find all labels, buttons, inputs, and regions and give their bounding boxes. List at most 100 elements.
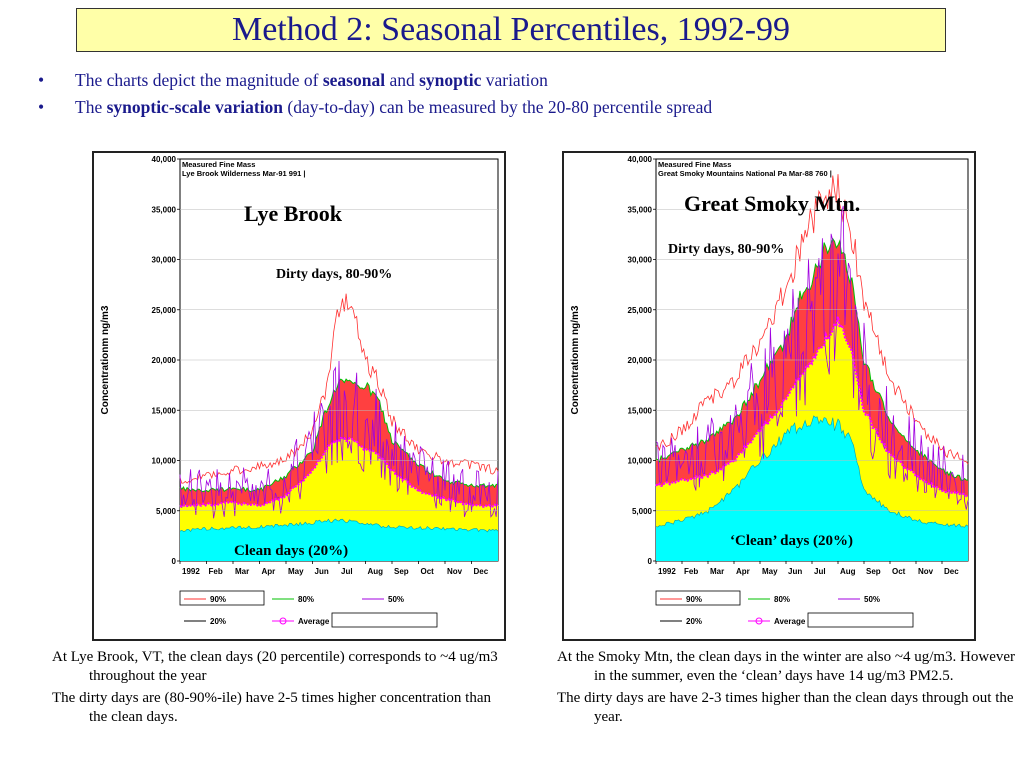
x-tick-label: Nov [918, 567, 934, 576]
y-tick-label: 0 [172, 557, 177, 566]
caption-right: At the Smoky Mtn, the clean days in the … [557, 648, 1017, 730]
x-tick-label: Jun [315, 567, 329, 576]
bullet-text: (day-to-day) can be measured by the 20-8… [283, 97, 713, 117]
clean-days-label: Clean days (20%) [234, 543, 348, 559]
chart-panel-right: 0 5,000 10,000 15,000 20,000 25,000 30,000 35,0… [562, 151, 976, 641]
y-tick-label: 40,000 [152, 155, 177, 164]
y-tick-label: 25,000 [628, 306, 653, 315]
y-tick-label: 5,000 [156, 507, 177, 516]
x-tick-label: Aug [840, 567, 856, 576]
legend-marker [279, 617, 287, 625]
bullet-text: The charts depict the magnitude of [75, 70, 323, 90]
chart-areas [655, 174, 969, 562]
x-tick-label: Mar [235, 567, 249, 576]
y-tick-label: 30,000 [628, 256, 653, 265]
y-tick-label: 20,000 [628, 356, 653, 365]
bullet-item: The synoptic-scale variation (day-to-day… [38, 94, 712, 121]
chart-header-line: Great Smoky Mountains National Pa Mar-88… [658, 169, 832, 178]
area-20 [180, 519, 498, 561]
x-tick-label: Dec [474, 567, 489, 576]
legend-label: 50% [388, 595, 404, 604]
dirty-days-label: Dirty days, 80-90% [668, 242, 784, 257]
y-tick-label: 15,000 [152, 406, 177, 415]
chart-header-line: Measured Fine Mass [658, 160, 731, 169]
caption-paragraph: At Lye Brook, VT, the clean days (20 per… [52, 649, 498, 684]
y-axis-label: Concentrationm ng/m3 [570, 305, 581, 414]
y-tick-label: 10,000 [152, 457, 177, 466]
chart-right: 0 5,000 10,000 15,000 20,000 25,000 30,000 35,0… [570, 155, 969, 628]
line-average [655, 316, 969, 498]
legend-label: 50% [864, 595, 880, 604]
legend-label: Average [298, 617, 330, 626]
legend-box [807, 612, 914, 628]
bullet-text: The [75, 97, 107, 117]
y-tick-label: 30,000 [152, 256, 177, 265]
caption-paragraph: The dirty days are have 2-3 times higher… [557, 690, 1014, 725]
bullet-text: variation [481, 70, 548, 90]
legend-label: 90% [686, 595, 702, 604]
y-tick-label: 20,000 [152, 356, 177, 365]
legend-box [179, 590, 265, 606]
x-tick-label: Apr [736, 567, 750, 576]
y-tick-label: 15,000 [628, 406, 653, 415]
y-tick-label: 40,000 [628, 155, 653, 164]
x-tick-label: Jun [788, 567, 802, 576]
slide-title: Method 2: Seasonal Percentiles, 1992-99 [231, 11, 791, 48]
line-20 [655, 415, 969, 528]
legend: 90% 80% 50% 20% Average [179, 590, 438, 628]
site-label: Lye Brook [244, 201, 343, 226]
x-tick-label: Nov [447, 567, 463, 576]
legend-label: 20% [686, 617, 702, 626]
x-tick-label: May [762, 567, 778, 576]
y-tick-label: 35,000 [152, 205, 177, 214]
legend-marker [755, 617, 763, 625]
x-tick-label: Mar [710, 567, 724, 576]
line-20 [179, 518, 499, 533]
clean-days-label: ‘Clean’ days (20%) [730, 533, 853, 549]
bullet-bold: synoptic [419, 70, 482, 90]
y-tick-label: 10,000 [628, 457, 653, 466]
caption-left: At Lye Brook, VT, the clean days (20 per… [52, 648, 507, 730]
legend-box [655, 590, 741, 606]
line-50 [179, 360, 499, 519]
chart-header-line: Measured Fine Mass [182, 160, 255, 169]
x-tick-label: Aug [368, 567, 384, 576]
chart-areas [179, 293, 499, 561]
x-tick-label: Sep [866, 567, 881, 576]
x-tick-label: Feb [684, 567, 698, 576]
legend-label: 20% [210, 617, 226, 626]
bullet-list: The charts depict the magnitude of seaso… [38, 67, 712, 121]
line-average [179, 436, 499, 508]
x-tick-label: 1992 [182, 567, 200, 576]
x-tick-label: May [288, 567, 304, 576]
caption-paragraph: At the Smoky Mtn, the clean days in the … [557, 649, 1016, 684]
y-tick-label: 5,000 [632, 507, 653, 516]
legend-label: Average [774, 617, 806, 626]
legend-box [331, 612, 438, 628]
chart-left: 0 5,000 10,000 15,000 20,000 25,000 30,000 35,0… [100, 155, 499, 628]
y-axis-label: Concentrationm ng/m3 [100, 305, 111, 414]
x-tick-label: Oct [421, 567, 435, 576]
x-tick-label: Apr [262, 567, 276, 576]
dirty-days-label: Dirty days, 80-90% [276, 267, 392, 282]
x-tick-label: Jul [341, 567, 353, 576]
area-20 [656, 415, 968, 561]
slide-title-box: Method 2: Seasonal Percentiles, 1992-99 [76, 8, 946, 52]
x-tick-label: Sep [394, 567, 409, 576]
site-label: Great Smoky Mtn. [684, 191, 860, 216]
bullet-bold: seasonal [322, 70, 386, 90]
line-90 [179, 293, 499, 484]
x-tick-label: Oct [892, 567, 906, 576]
bullet-text: and [385, 70, 420, 90]
chart-header-line: Lye Brook Wilderness Mar-91 991 | [182, 169, 305, 178]
caption-paragraph: The dirty days are (80-90%-ile) have 2-5… [52, 690, 492, 725]
legend: 90% 80% 50% 20% Average [655, 590, 914, 628]
x-tick-label: Dec [944, 567, 959, 576]
legend-label: 90% [210, 595, 226, 604]
legend-label: 80% [774, 595, 790, 604]
legend-label: 80% [298, 595, 314, 604]
line-90 [655, 174, 969, 465]
x-tick-label: Feb [209, 567, 223, 576]
chart-panel-left: 0 5,000 10,000 15,000 20,000 25,000 30,000 35,0… [92, 151, 506, 641]
line-80 [655, 237, 969, 481]
